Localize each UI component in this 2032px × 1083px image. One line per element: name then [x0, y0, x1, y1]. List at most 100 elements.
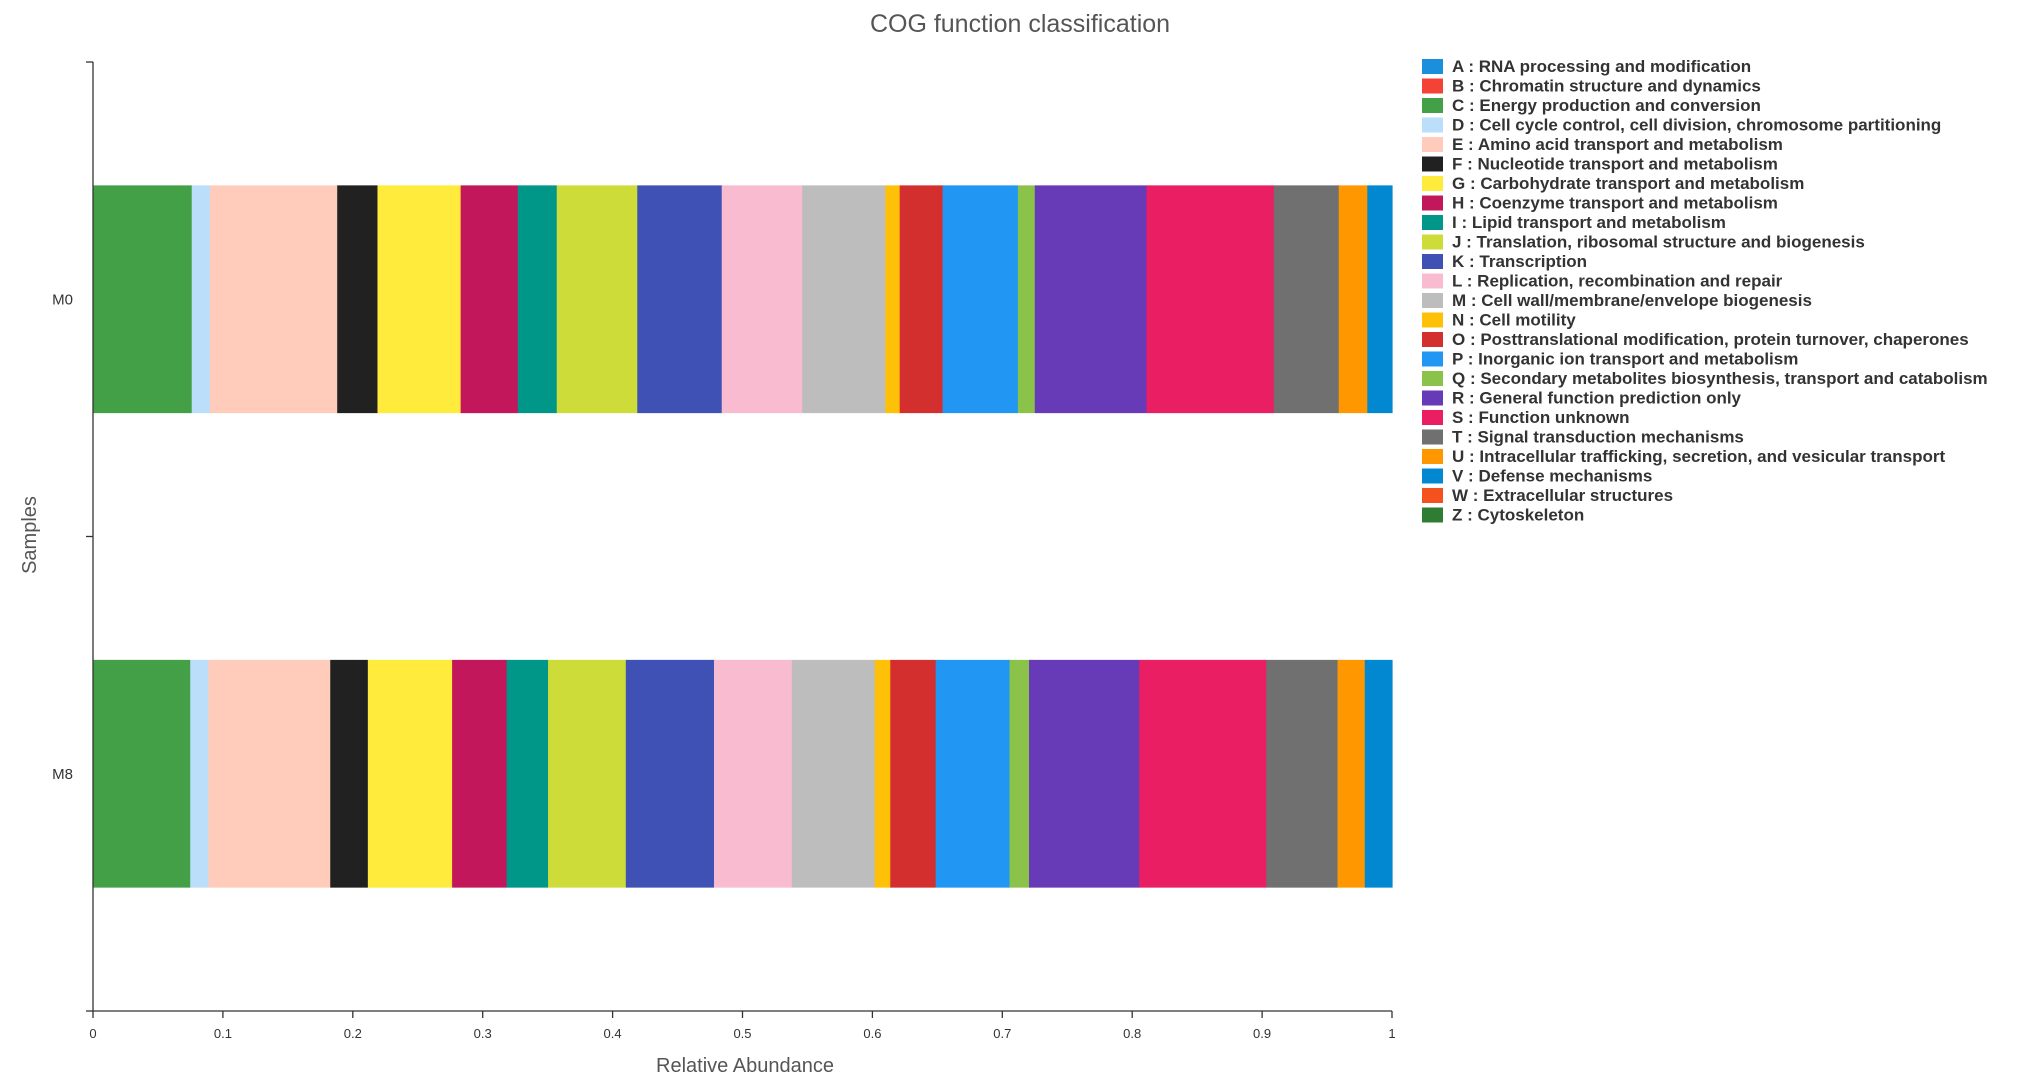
- bar-segment-m0-l: [721, 185, 803, 414]
- legend-item-i[interactable]: I : Lipid transport and metabolism: [1422, 213, 1726, 232]
- bar-segment-m8-c: [93, 659, 191, 888]
- bar-segment-m8-h: [452, 659, 508, 888]
- x-tick-label-9: 0.9: [1253, 1026, 1271, 1041]
- bars-layer: [93, 185, 1393, 888]
- legend-swatch-k: [1422, 254, 1443, 269]
- x-tick-label-8: 0.8: [1123, 1026, 1141, 1041]
- legend-swatch-j: [1422, 234, 1443, 250]
- legend-item-h[interactable]: H : Coenzyme transport and metabolism: [1422, 194, 1778, 213]
- bar-segment-m8-o: [890, 659, 937, 888]
- legend-label-c: C : Energy production and conversion: [1452, 96, 1761, 115]
- x-tick-label-5: 0.5: [733, 1026, 751, 1041]
- legend-item-o[interactable]: O : Posttranslational modification, prot…: [1422, 330, 1969, 349]
- legend-item-v[interactable]: V : Defense mechanisms: [1422, 467, 1652, 486]
- x-tick-label-6: 0.6: [863, 1026, 881, 1041]
- legend-swatch-a: [1422, 59, 1443, 74]
- bar-segment-m8-l: [713, 659, 793, 888]
- bar-segment-m8-u: [1337, 659, 1366, 888]
- bar-segment-m0-r: [1034, 185, 1148, 414]
- bar-segment-m0-v: [1367, 185, 1393, 414]
- x-tick-label-0: 0: [89, 1026, 96, 1041]
- legend-label-z: Z : Cytoskeleton: [1452, 506, 1584, 525]
- legend-item-g[interactable]: G : Carbohydrate transport and metabolis…: [1422, 174, 1804, 193]
- legend-item-w[interactable]: W : Extracellular structures: [1422, 486, 1673, 505]
- x-tick-label-1: 0.1: [214, 1026, 232, 1041]
- legend-swatch-u: [1422, 449, 1443, 464]
- bar-segment-m0-p: [942, 185, 1019, 414]
- bar-segment-m0-c: [93, 185, 193, 414]
- legend-swatch-n: [1422, 312, 1443, 328]
- legend-swatch-r: [1422, 390, 1443, 406]
- legend-swatch-i: [1422, 215, 1443, 230]
- legend-swatch-g: [1422, 176, 1443, 191]
- legend-item-r[interactable]: R : General function prediction only: [1422, 389, 1742, 408]
- bar-segment-m8-p: [935, 659, 1011, 888]
- legend-swatch-p: [1422, 351, 1443, 367]
- bar-segment-m8-f: [330, 659, 369, 888]
- bar-segment-m0-h: [460, 185, 519, 414]
- y-tick-label-m0: M0: [52, 291, 73, 308]
- legend-item-z[interactable]: Z : Cytoskeleton: [1422, 506, 1584, 525]
- legend-swatch-o: [1422, 332, 1443, 347]
- x-tick-label-2: 0.2: [344, 1026, 362, 1041]
- legend-item-e[interactable]: E : Amino acid transport and metabolism: [1422, 135, 1783, 154]
- legend-label-f: F : Nucleotide transport and metabolism: [1452, 155, 1778, 174]
- legend-item-p[interactable]: P : Inorganic ion transport and metaboli…: [1422, 350, 1798, 369]
- bar-segment-m8-s: [1139, 659, 1267, 888]
- legend-label-u: U : Intracellular trafficking, secretion…: [1452, 447, 1945, 466]
- legend-item-u[interactable]: U : Intracellular trafficking, secretion…: [1422, 447, 1945, 466]
- legend-label-n: N : Cell motility: [1452, 311, 1576, 330]
- x-tick-label-3: 0.3: [474, 1026, 492, 1041]
- legend-item-f[interactable]: F : Nucleotide transport and metabolism: [1422, 155, 1778, 174]
- legend-label-i: I : Lipid transport and metabolism: [1452, 213, 1726, 232]
- bar-segment-m0-u: [1338, 185, 1368, 414]
- legend-item-l[interactable]: L : Replication, recombination and repai…: [1422, 272, 1783, 291]
- bar-segment-m8-i: [506, 659, 549, 888]
- legend-label-m: M : Cell wall/membrane/envelope biogenes…: [1452, 291, 1812, 310]
- legend-item-k[interactable]: K : Transcription: [1422, 252, 1587, 271]
- legend-swatch-t: [1422, 429, 1443, 445]
- bar-segment-m8-d: [190, 659, 209, 888]
- bar-segment-m0-s: [1146, 185, 1275, 414]
- legend-label-v: V : Defense mechanisms: [1452, 467, 1652, 486]
- bar-segment-m0-i: [517, 185, 558, 414]
- legend-item-c[interactable]: C : Energy production and conversion: [1422, 96, 1761, 115]
- legend-swatch-l: [1422, 273, 1443, 289]
- legend-label-e: E : Amino acid transport and metabolism: [1452, 135, 1783, 154]
- legend-label-d: D : Cell cycle control, cell division, c…: [1452, 116, 1941, 135]
- legend-swatch-w: [1422, 488, 1443, 503]
- bar-segment-m0-o: [899, 185, 944, 414]
- bar-segment-m0-q: [1017, 185, 1036, 414]
- legend-label-q: Q : Secondary metabolites biosynthesis, …: [1452, 369, 1988, 388]
- legend-label-b: B : Chromatin structure and dynamics: [1452, 77, 1761, 96]
- legend-item-d[interactable]: D : Cell cycle control, cell division, c…: [1422, 116, 1941, 135]
- legend-label-h: H : Coenzyme transport and metabolism: [1452, 194, 1778, 213]
- legend-swatch-e: [1422, 137, 1443, 152]
- legend-swatch-m: [1422, 293, 1443, 308]
- bar-segment-m8-v: [1364, 659, 1393, 888]
- legend-item-s[interactable]: S : Function unknown: [1422, 408, 1630, 427]
- axes-layer: M0 M8 0 0.1 0.2 0.3 0.4 0.5 0.6 0.7 0.8 0.9 1: [52, 61, 1396, 1041]
- bar-segment-m8-r: [1029, 659, 1140, 888]
- legend-item-q[interactable]: Q : Secondary metabolites biosynthesis, …: [1422, 369, 1988, 388]
- bar-segment-m0-n: [885, 185, 901, 414]
- y-axis-title: Samples: [19, 496, 41, 574]
- legend-swatch-f: [1422, 156, 1443, 172]
- legend-swatch-c: [1422, 98, 1443, 113]
- legend-swatch-s: [1422, 410, 1443, 425]
- legend-item-b[interactable]: B : Chromatin structure and dynamics: [1422, 77, 1761, 96]
- legend-item-j[interactable]: J : Translation, ribosomal structure and…: [1422, 233, 1865, 252]
- legend-item-m[interactable]: M : Cell wall/membrane/envelope biogenes…: [1422, 291, 1812, 310]
- legend-label-p: P : Inorganic ion transport and metaboli…: [1452, 350, 1798, 369]
- legend-label-k: K : Transcription: [1452, 252, 1587, 271]
- legend-swatch-v: [1422, 468, 1443, 484]
- x-tick-label-10: 1: [1388, 1026, 1395, 1041]
- legend-item-a[interactable]: A : RNA processing and modification: [1422, 57, 1751, 76]
- legend-item-t[interactable]: T : Signal transduction mechanisms: [1422, 428, 1744, 447]
- bar-segment-m8-e: [208, 659, 331, 888]
- legend-label-l: L : Replication, recombination and repai…: [1452, 272, 1783, 291]
- legend-label-j: J : Translation, ribosomal structure and…: [1452, 233, 1865, 252]
- legend-item-n[interactable]: N : Cell motility: [1422, 311, 1576, 330]
